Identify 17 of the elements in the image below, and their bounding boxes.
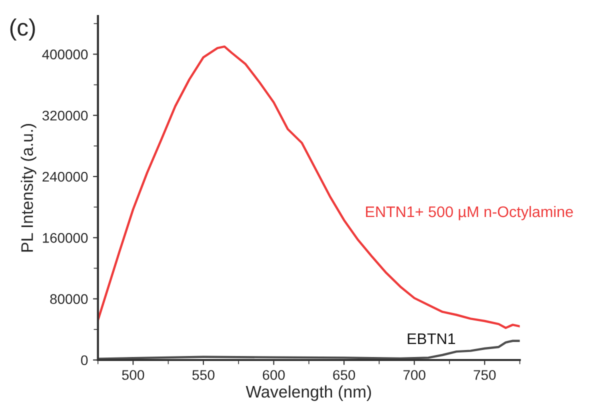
y-tick-label: 400000 — [42, 50, 88, 60]
y-tick-label: 80000 — [50, 294, 88, 304]
y-tick-label: 320000 — [42, 110, 88, 121]
series-label: EBTN1 — [408, 333, 456, 344]
y-tick-label: 0 — [81, 355, 88, 366]
y-tick-label: 240000 — [42, 172, 88, 182]
y-axis-title: PL Intensity (a.u.) — [20, 124, 36, 252]
series-label: ENTN1+ 500 µM n-Octylamine — [366, 206, 573, 220]
x-tick-label: 600 — [262, 370, 285, 380]
chart-title: (c) — [10, 18, 35, 40]
y-tick-label: 160000 — [42, 233, 88, 243]
x-tick-label: 650 — [333, 370, 356, 380]
x-tick-label: 500 — [122, 370, 144, 380]
x-tick-label: 550 — [192, 370, 214, 380]
x-tick-label: 750 — [474, 370, 496, 380]
x-tick-label: 700 — [403, 370, 426, 380]
x-axis-title: Wavelength (nm) — [246, 385, 371, 401]
